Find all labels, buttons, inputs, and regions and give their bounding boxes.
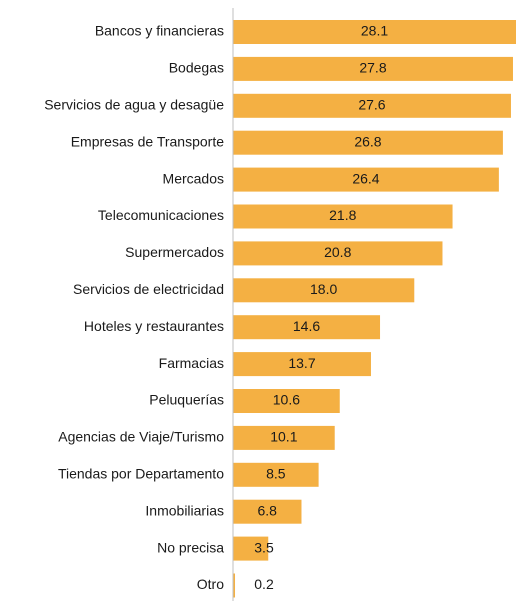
- bar: [233, 167, 499, 192]
- y-tick-label: Bodegas: [169, 60, 224, 76]
- bar: [233, 315, 381, 340]
- y-tick-label: Peluquerías: [149, 392, 224, 408]
- bar: [233, 278, 415, 303]
- y-tick-label: Servicios de agua y desagüe: [44, 97, 224, 113]
- bar: [233, 241, 443, 266]
- bar: [233, 93, 511, 118]
- y-tick-label: Farmacias: [159, 355, 224, 371]
- y-tick-label: Empresas de Transporte: [71, 133, 225, 149]
- y-tick-label: Otro: [197, 576, 224, 592]
- bar: [233, 20, 516, 44]
- bar: [233, 204, 453, 229]
- data-label: 10.6: [273, 392, 300, 408]
- bar: [233, 425, 335, 450]
- data-label: 21.8: [329, 207, 356, 223]
- data-label: 18.0: [310, 281, 337, 297]
- y-tick-label: Hoteles y restaurantes: [84, 318, 224, 334]
- bar: [233, 56, 513, 81]
- bar: [233, 352, 371, 377]
- bar: [233, 499, 302, 524]
- y-tick-label: Mercados: [163, 170, 224, 186]
- bar: [233, 130, 503, 155]
- y-tick-label: No precisa: [157, 539, 224, 555]
- y-tick-label: Bancos y financieras: [95, 23, 224, 39]
- data-label: 0.2: [254, 576, 274, 592]
- data-label: 27.8: [359, 60, 386, 76]
- y-tick-label: Supermercados: [125, 244, 224, 260]
- data-label: 13.7: [288, 355, 315, 371]
- y-tick-label: Servicios de electricidad: [73, 281, 224, 297]
- data-label: 6.8: [258, 502, 278, 518]
- data-label: 20.8: [324, 244, 351, 260]
- data-label: 26.4: [352, 170, 379, 186]
- y-tick-label: Inmobiliarias: [145, 502, 224, 518]
- data-label: 14.6: [293, 318, 320, 334]
- bar: [233, 389, 340, 413]
- data-label: 27.6: [358, 97, 385, 113]
- data-label: 8.5: [266, 466, 286, 482]
- data-label: 26.8: [354, 133, 381, 149]
- y-tick-label: Agencias de Viaje/Turismo: [58, 429, 224, 445]
- bar: [233, 536, 269, 561]
- bar: [233, 573, 236, 598]
- bar: [233, 462, 319, 487]
- y-tick-label: Tiendas por Departamento: [58, 466, 224, 482]
- y-tick-label: Telecomunicaciones: [98, 207, 224, 223]
- data-label: 10.1: [270, 429, 297, 445]
- data-label: 3.5: [254, 539, 274, 555]
- data-label: 28.1: [361, 23, 388, 39]
